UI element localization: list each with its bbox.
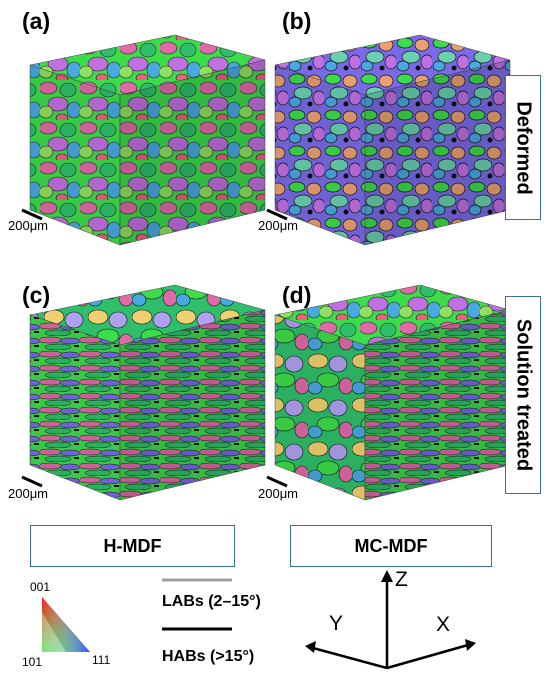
ipf-label-101: 101 [22,655,43,669]
panel-label-a: (a) [22,8,51,34]
z-arrowhead [381,570,393,582]
scale-bar-c [21,475,43,488]
ipf-label-001: 001 [30,580,51,594]
coordinate-axes [305,570,476,670]
x-arrowhead [465,639,476,651]
panel-label-b: (b) [282,8,312,34]
cube-a-right-face [119,59,266,246]
scale-label-d: 200μm [258,486,299,501]
ipf-label-111: 111 [92,653,111,667]
y-axis-label: Y [329,612,344,635]
scale-bar-d [266,475,288,488]
row-label-deformed-text: Deformed [512,100,535,195]
lab-legend-text: LABs (2–15°) [162,593,261,610]
scale-bar-a [21,208,43,221]
hab-legend-text: HABs (>15°) [162,648,255,665]
scale-label-c: 200μm [8,486,49,501]
scale-bar-b [266,208,288,221]
x-axis-label: X [436,613,451,636]
z-axis-label: Z [395,568,408,591]
y-arrowhead [305,641,316,653]
cube-d [274,284,511,501]
cube-c-right-face [119,309,266,501]
panel-label-c: (c) [22,282,51,308]
column-label-mc-mdf-text: MC-MDF [354,535,428,556]
column-label-h-mdf-text: H-MDF [103,535,162,556]
y-axis [312,646,388,670]
cube-b [274,34,511,246]
panel-label-d: (d) [282,282,312,308]
scale-label-a: 200μm [8,218,49,233]
column-label-h-mdf: H-MDF [30,525,235,567]
x-axis [386,643,469,670]
scale-label-b: 200μm [258,218,299,233]
cube-a [29,34,266,246]
row-label-solution-treated: Solution treated [505,296,541,494]
row-label-deformed: Deformed [505,75,541,220]
column-label-mc-mdf: MC-MDF [290,525,492,567]
row-label-solution-treated-text: Solution treated [512,318,535,472]
ipf-triangle [42,597,90,652]
cube-c [29,284,266,501]
ipf-triangle-blue-fill [42,597,90,652]
